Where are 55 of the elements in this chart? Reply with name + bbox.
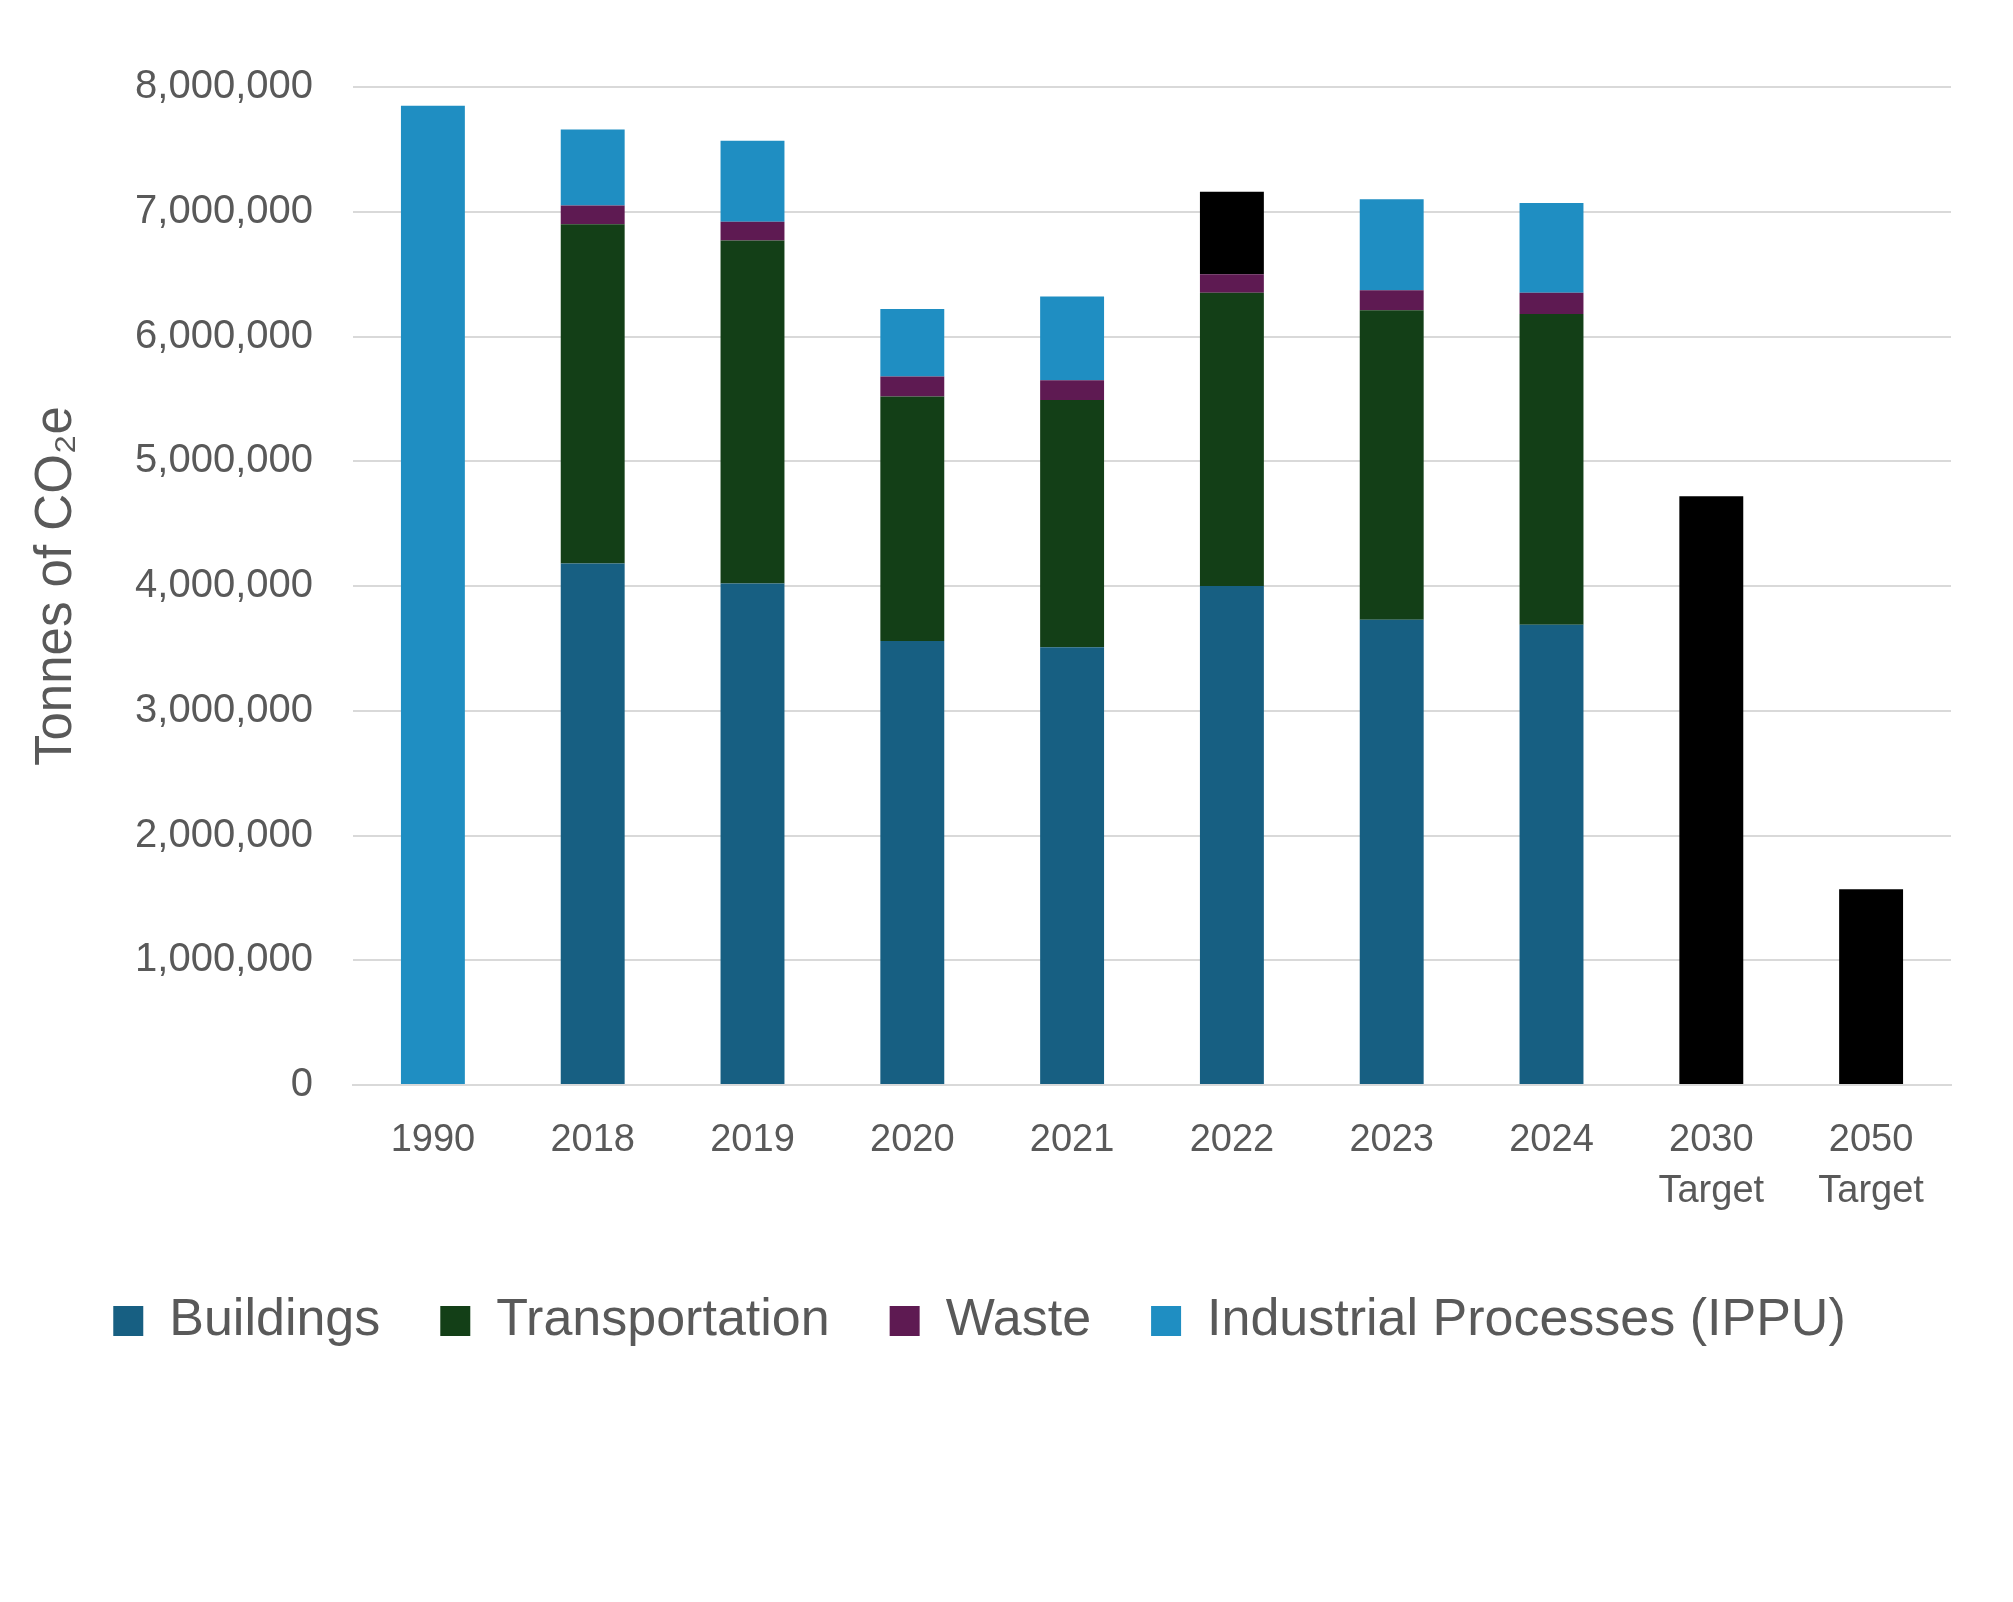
x-tick-label: 1990: [390, 1117, 476, 1160]
bar: [1199, 586, 1264, 1084]
bar: [400, 105, 465, 1084]
bar: [720, 583, 785, 1084]
bar: [1359, 619, 1424, 1084]
bar: [560, 224, 625, 564]
bar: [1839, 889, 1904, 1084]
bar: [1359, 199, 1424, 291]
bar: [720, 221, 785, 241]
y-tick-label: 5,000,000: [135, 436, 313, 481]
bar: [560, 563, 625, 1084]
x-tick-label: 2050 Target: [1818, 1117, 1925, 1211]
bar: [1519, 292, 1584, 315]
x-tick-label: 2020: [870, 1117, 955, 1160]
legend-label: Buildings: [169, 1288, 381, 1347]
bar: [1359, 290, 1424, 311]
y-tick-label: 8,000,000: [135, 62, 313, 107]
bar: [1519, 314, 1584, 625]
y-tick-label: 1,000,000: [135, 935, 313, 980]
bar: [1519, 624, 1584, 1084]
y-tick-label: 2,000,000: [135, 810, 313, 855]
bar: [1040, 400, 1105, 648]
x-tick-label: 2021: [1029, 1117, 1115, 1160]
legend-label: Transportation: [496, 1288, 830, 1347]
bar: [880, 376, 945, 397]
y-axis-title: Tonnes of CO₂e: [24, 406, 82, 766]
bar: [720, 240, 785, 584]
x-tick-label: 2023: [1349, 1117, 1434, 1160]
x-tick-label: 2024: [1509, 1117, 1594, 1160]
bar: [880, 640, 945, 1084]
bar: [1040, 647, 1105, 1084]
bar: [1519, 203, 1584, 293]
x-tick-label: 2022: [1189, 1117, 1275, 1160]
bar: [1199, 274, 1264, 293]
bar: [720, 140, 785, 222]
y-tick-label: 3,000,000: [135, 685, 313, 730]
bar: [1199, 191, 1264, 275]
y-tick-label: 7,000,000: [135, 186, 313, 231]
bar: [880, 309, 945, 377]
x-tick-label: 2018: [550, 1117, 635, 1160]
bar: [880, 396, 945, 641]
legend-label: Waste: [945, 1288, 1092, 1347]
bar: [1199, 292, 1264, 586]
bar: [1040, 296, 1105, 381]
x-tick-label: 2030 Target: [1658, 1117, 1765, 1211]
legend-label: Industrial Processes (IPPU): [1207, 1288, 1846, 1347]
bar: [1359, 310, 1424, 620]
bar: [560, 129, 625, 206]
bar: [1679, 496, 1744, 1084]
y-tick-label: 0: [290, 1060, 313, 1105]
y-tick-label: 4,000,000: [135, 561, 313, 606]
x-tick-label: 2019: [710, 1117, 795, 1160]
y-tick-label: 6,000,000: [135, 311, 313, 356]
bar: [1040, 380, 1105, 401]
bar: [560, 205, 625, 225]
